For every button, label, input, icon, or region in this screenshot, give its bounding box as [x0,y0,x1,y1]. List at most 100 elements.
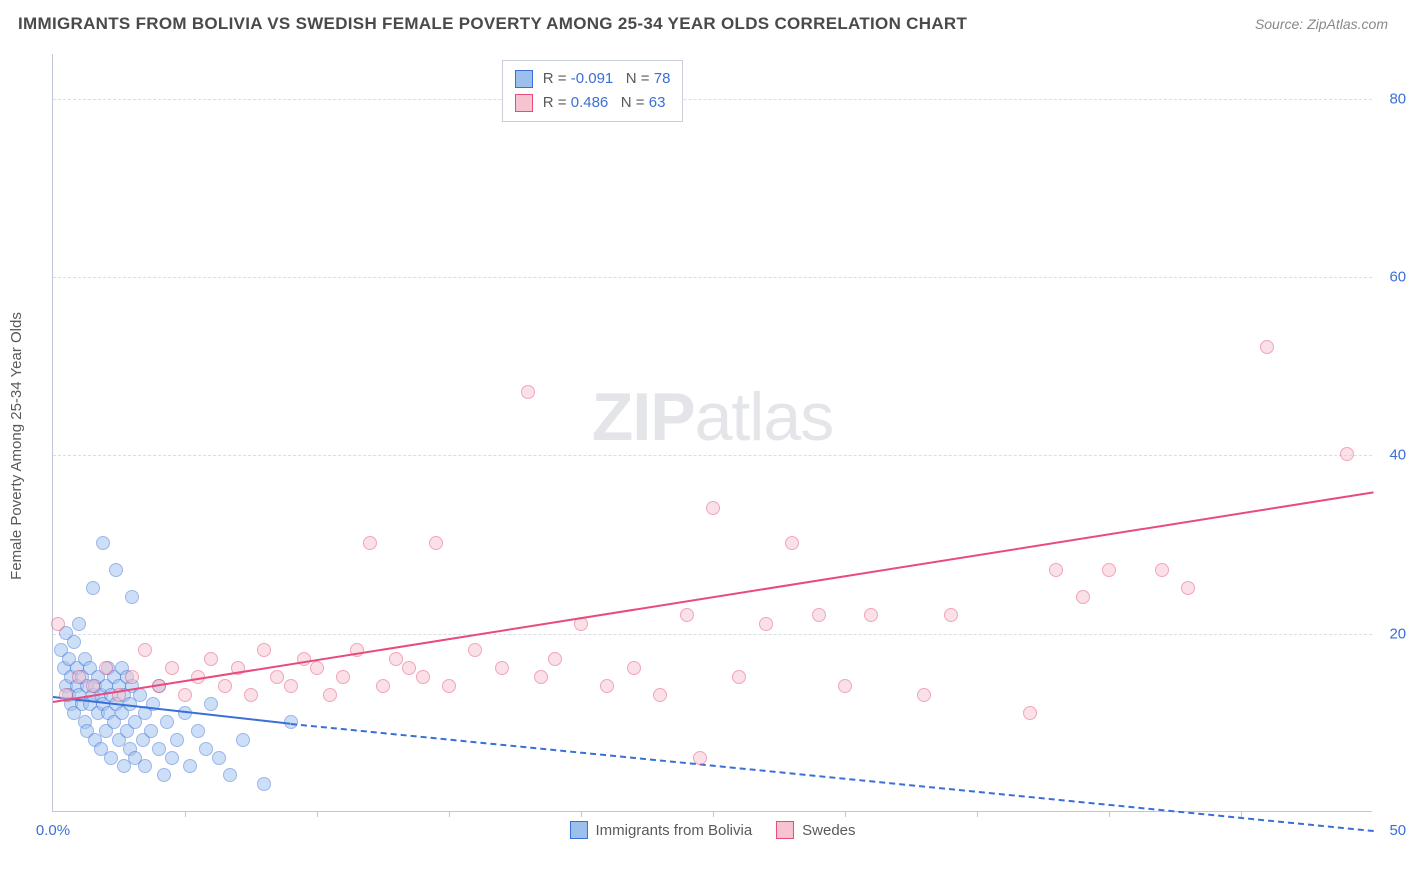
data-point-swedes [1076,590,1090,604]
grid-line-h [53,634,1372,635]
data-point-swedes [389,652,403,666]
data-point-bolivia [125,590,139,604]
data-point-swedes [759,617,773,631]
source-name: ZipAtlas.com [1307,16,1388,32]
data-point-bolivia [165,751,179,765]
correlation-legend: R = -0.091 N = 78R = 0.486 N = 63 [502,60,684,122]
x-tick-mark [977,811,978,817]
data-point-swedes [1260,340,1274,354]
data-point-swedes [178,688,192,702]
series-legend: Immigrants from Bolivia Swedes [569,821,855,839]
data-point-swedes [495,661,509,675]
grid-line-h [53,455,1372,456]
trend-line-bolivia-extrapolated [290,723,1373,832]
data-point-bolivia [212,751,226,765]
x-tick-label: 50.0% [1378,822,1406,839]
data-point-bolivia [144,724,158,738]
chart-title: IMMIGRANTS FROM BOLIVIA VS SWEDISH FEMAL… [18,14,967,34]
data-point-swedes [1023,706,1037,720]
data-point-bolivia [96,536,110,550]
data-point-swedes [785,536,799,550]
legend-stats-bolivia: R = -0.091 N = 78 [543,67,671,91]
x-tick-mark [581,811,582,817]
legend-row-swedes: R = 0.486 N = 63 [515,91,671,115]
data-point-swedes [1049,563,1063,577]
data-point-swedes [693,751,707,765]
grid-line-h [53,277,1372,278]
data-point-swedes [468,643,482,657]
data-point-swedes [1181,581,1195,595]
data-point-bolivia [223,768,237,782]
data-point-swedes [521,385,535,399]
y-tick-label: 60.0% [1378,268,1406,285]
data-point-swedes [125,670,139,684]
legend-label-swedes: Swedes [802,822,855,839]
data-point-swedes [548,652,562,666]
data-point-bolivia [160,715,174,729]
data-point-bolivia [183,759,197,773]
data-point-swedes [416,670,430,684]
data-point-swedes [653,688,667,702]
data-point-swedes [917,688,931,702]
data-point-swedes [442,679,456,693]
source-label: Source: [1255,16,1303,32]
data-point-swedes [310,661,324,675]
data-point-swedes [732,670,746,684]
data-point-swedes [706,501,720,515]
data-point-bolivia [257,777,271,791]
x-tick-mark [845,811,846,817]
data-point-bolivia [67,635,81,649]
data-point-swedes [944,608,958,622]
data-point-bolivia [133,688,147,702]
data-point-swedes [600,679,614,693]
data-point-swedes [864,608,878,622]
scatter-plot-area: ZIPatlas 20.0%40.0%60.0%80.0%0.0%50.0%R … [52,54,1372,812]
title-bar: IMMIGRANTS FROM BOLIVIA VS SWEDISH FEMAL… [18,14,1388,34]
data-point-bolivia [72,617,86,631]
data-point-swedes [838,679,852,693]
source-attribution: Source: ZipAtlas.com [1255,16,1388,32]
legend-item-swedes: Swedes [776,821,855,839]
x-tick-mark [449,811,450,817]
data-point-swedes [284,679,298,693]
x-tick-mark [1109,811,1110,817]
data-point-swedes [218,679,232,693]
y-tick-label: 80.0% [1378,90,1406,107]
data-point-swedes [627,661,641,675]
data-point-swedes [257,643,271,657]
data-point-swedes [72,670,86,684]
data-point-bolivia [152,742,166,756]
data-point-bolivia [138,759,152,773]
data-point-bolivia [86,581,100,595]
data-point-swedes [99,661,113,675]
y-tick-label: 40.0% [1378,447,1406,464]
legend-swatch-swedes [776,821,794,839]
legend-label-bolivia: Immigrants from Bolivia [595,822,752,839]
watermark: ZIPatlas [592,378,833,456]
data-point-swedes [165,661,179,675]
data-point-swedes [680,608,694,622]
legend-item-bolivia: Immigrants from Bolivia [569,821,752,839]
data-point-swedes [51,617,65,631]
data-point-swedes [1340,447,1354,461]
data-point-bolivia [191,724,205,738]
y-tick-label: 20.0% [1378,625,1406,642]
data-point-bolivia [236,733,250,747]
data-point-swedes [534,670,548,684]
x-tick-mark [317,811,318,817]
grid-line-h [53,99,1372,100]
legend-row-bolivia: R = -0.091 N = 78 [515,67,671,91]
data-point-bolivia [170,733,184,747]
data-point-swedes [244,688,258,702]
x-tick-mark [713,811,714,817]
data-point-swedes [1102,563,1116,577]
data-point-swedes [270,670,284,684]
y-axis-title: Female Poverty Among 25-34 Year Olds [8,312,25,580]
legend-swatch-bolivia [569,821,587,839]
x-tick-label: 0.0% [36,822,70,839]
x-tick-mark [185,811,186,817]
data-point-bolivia [109,563,123,577]
data-point-bolivia [104,751,118,765]
data-point-swedes [376,679,390,693]
data-point-swedes [138,643,152,657]
